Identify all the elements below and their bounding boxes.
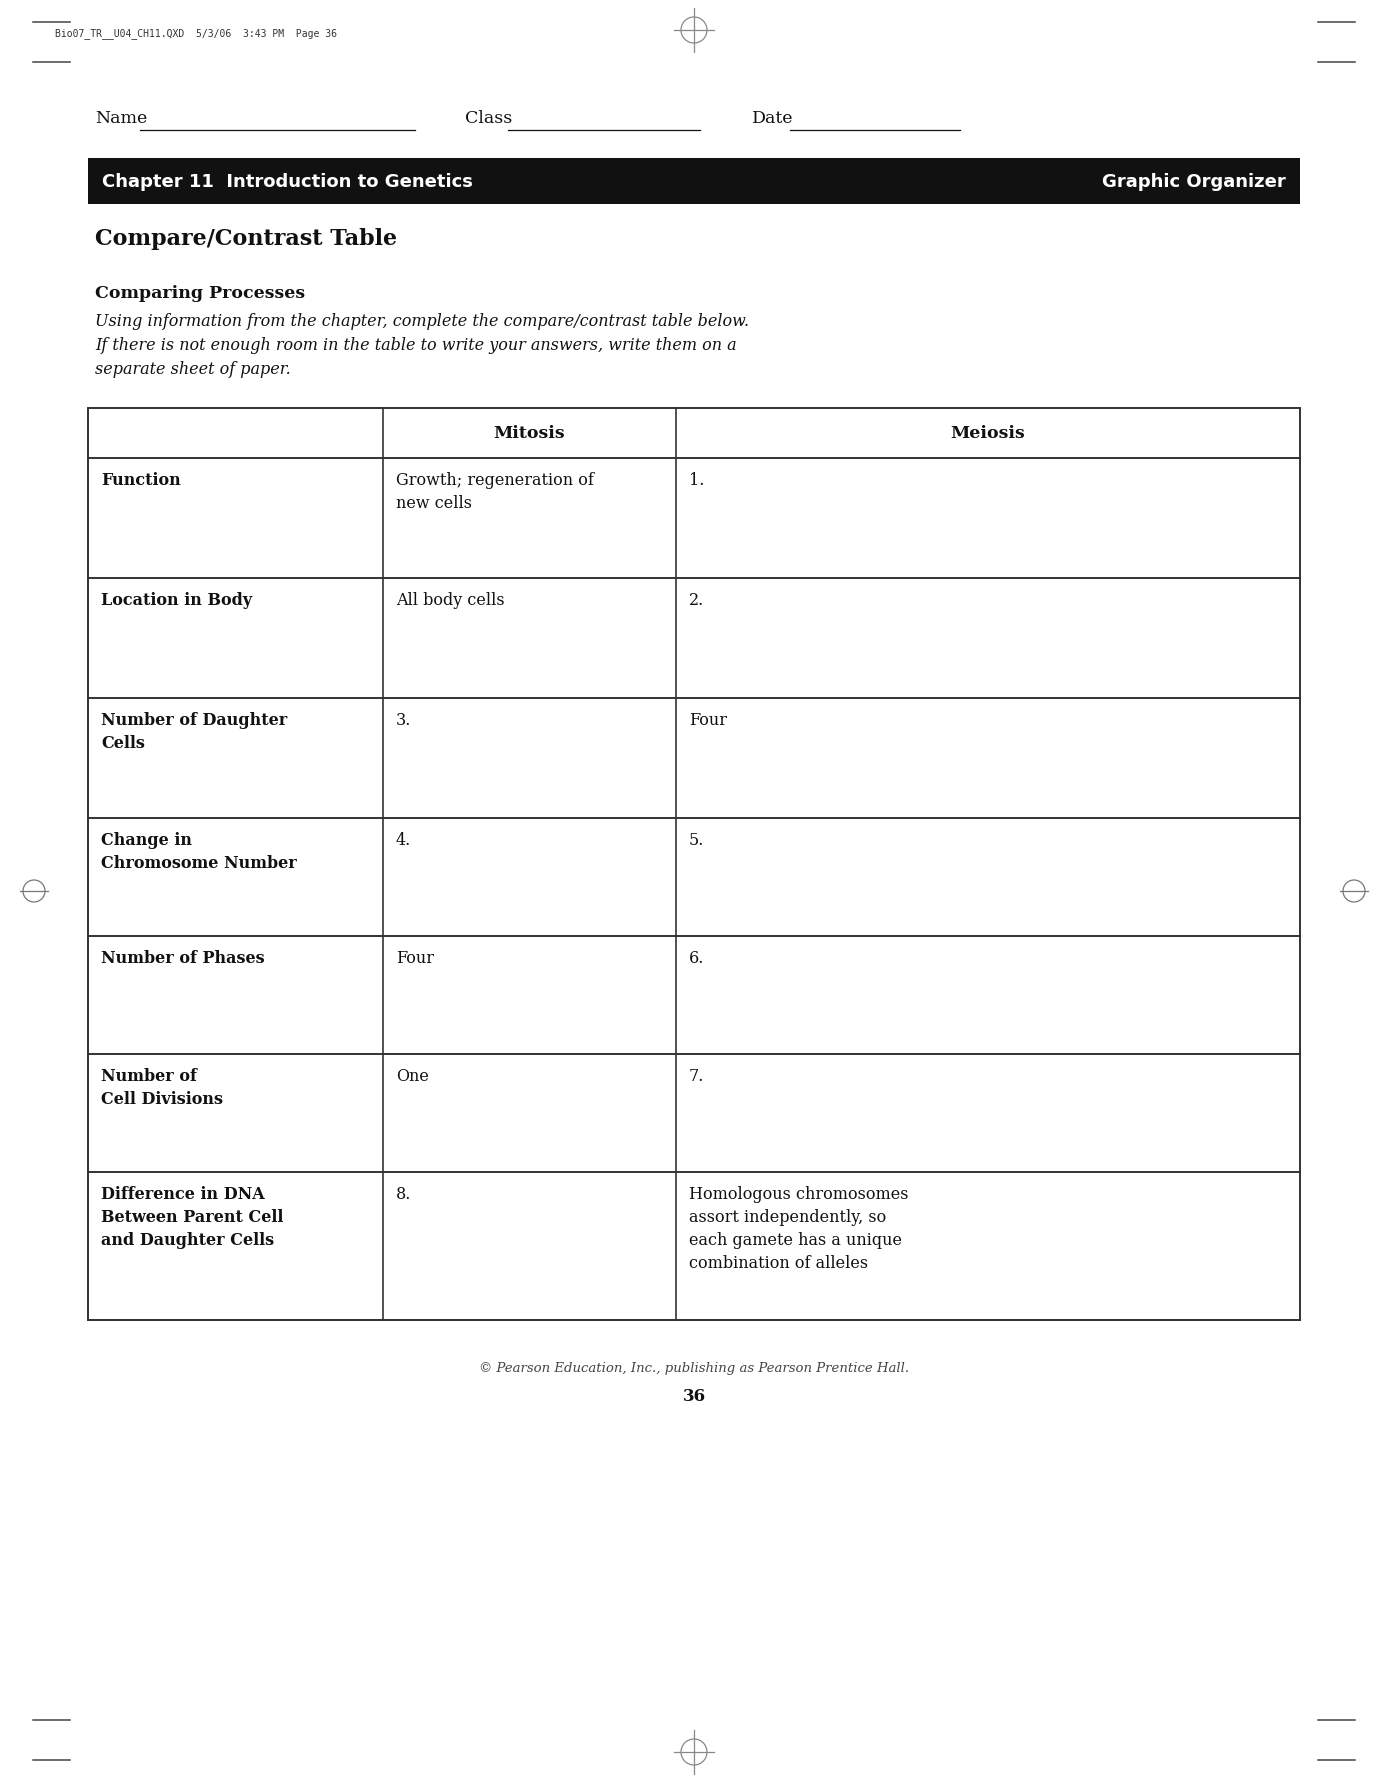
Text: Difference in DNA
Between Parent Cell
and Daughter Cells: Difference in DNA Between Parent Cell an… [101, 1187, 283, 1249]
Text: Class: Class [465, 110, 512, 127]
Text: Date: Date [752, 110, 794, 127]
Text: 7.: 7. [688, 1067, 704, 1085]
Text: 8.: 8. [396, 1187, 411, 1203]
Text: Name: Name [94, 110, 147, 127]
Bar [87, 159, 1301, 203]
Text: 3.: 3. [396, 713, 411, 729]
Text: Four: Four [396, 950, 434, 968]
Text: 5.: 5. [688, 832, 704, 848]
Text: 4.: 4. [396, 832, 411, 848]
Text: Chapter 11  Introduction to Genetics: Chapter 11 Introduction to Genetics [101, 173, 473, 191]
Text: Bio07_TR__U04_CH11.QXD  5/3/06  3:43 PM  Page 36: Bio07_TR__U04_CH11.QXD 5/3/06 3:43 PM Pa… [56, 29, 337, 39]
Text: 1.: 1. [688, 472, 704, 488]
Text: Using information from the chapter, complete the compare/contrast table below.
I: Using information from the chapter, comp… [94, 314, 750, 378]
Text: Growth; regeneration of
new cells: Growth; regeneration of new cells [396, 472, 594, 511]
Text: Comparing Processes: Comparing Processes [94, 285, 305, 301]
Text: 2.: 2. [688, 592, 704, 609]
Text: All body cells: All body cells [396, 592, 505, 609]
Text: Compare/Contrast Table: Compare/Contrast Table [94, 228, 397, 249]
Text: Mitosis: Mitosis [494, 426, 565, 442]
Text: 6.: 6. [688, 950, 704, 968]
Text: Number of Daughter
Cells: Number of Daughter Cells [101, 713, 287, 752]
Bar [87, 408, 1301, 1320]
Text: Change in
Chromosome Number: Change in Chromosome Number [101, 832, 297, 871]
Text: One: One [396, 1067, 429, 1085]
Text: Number of Phases: Number of Phases [101, 950, 265, 968]
Text: © Pearson Education, Inc., publishing as Pearson Prentice Hall.: © Pearson Education, Inc., publishing as… [479, 1361, 909, 1376]
Text: Number of
Cell Divisions: Number of Cell Divisions [101, 1067, 223, 1108]
Text: Graphic Organizer: Graphic Organizer [1102, 173, 1287, 191]
Text: Four: Four [688, 713, 727, 729]
Text: 36: 36 [683, 1388, 705, 1404]
Text: Function: Function [101, 472, 180, 488]
Text: Location in Body: Location in Body [101, 592, 253, 609]
Text: Homologous chromosomes
assort independently, so
each gamete has a unique
combina: Homologous chromosomes assort independen… [688, 1187, 909, 1272]
Text: Meiosis: Meiosis [951, 426, 1026, 442]
